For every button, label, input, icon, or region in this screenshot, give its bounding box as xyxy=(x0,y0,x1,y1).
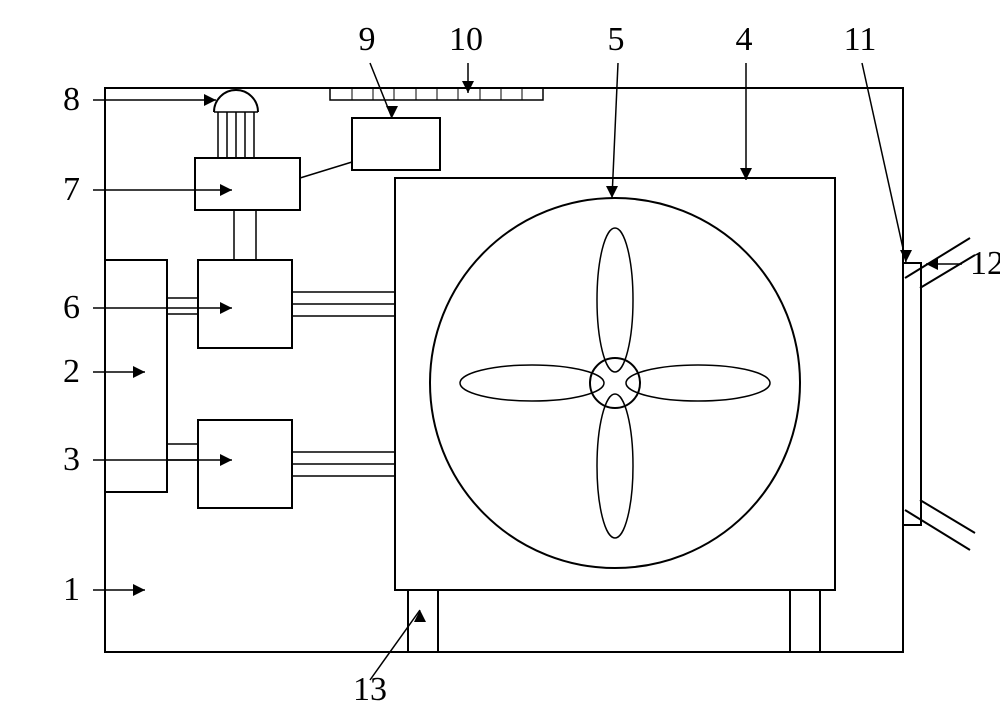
fan-blade-1 xyxy=(597,394,633,538)
label-5: 5 xyxy=(608,21,625,58)
label-4: 4 xyxy=(736,21,753,58)
arrow-head xyxy=(220,184,232,196)
block-lower xyxy=(198,420,292,508)
outlet-fin-lower-1 xyxy=(905,510,970,550)
fan-hub xyxy=(590,358,640,408)
outlet-fin-upper-2 xyxy=(920,255,975,288)
top-right-box xyxy=(352,118,440,170)
fan-blade-2 xyxy=(460,365,604,401)
inner-chamber xyxy=(395,178,835,590)
label-1: 1 xyxy=(63,571,80,608)
arrow-head xyxy=(606,186,618,198)
outlet-port xyxy=(903,263,921,525)
arrow-head xyxy=(386,106,398,118)
leader-line-10 xyxy=(862,63,906,262)
label-12: 12 xyxy=(970,245,1000,282)
arrow-head xyxy=(133,584,145,596)
label-10: 10 xyxy=(449,21,483,58)
arrow-head xyxy=(133,366,145,378)
leader-line-12 xyxy=(370,610,420,680)
block-upper xyxy=(198,260,292,348)
label-3: 3 xyxy=(63,441,80,478)
dome xyxy=(214,90,258,112)
top-small-block xyxy=(195,158,300,210)
arrow-head xyxy=(220,302,232,314)
outer-housing xyxy=(105,88,903,652)
label-9: 9 xyxy=(359,21,376,58)
fan-circle xyxy=(430,198,800,568)
label-8: 8 xyxy=(63,81,80,118)
arrow-head xyxy=(926,258,938,270)
outlet-fin-upper-1 xyxy=(905,238,970,278)
label-7: 7 xyxy=(63,171,80,208)
arrow-head xyxy=(204,94,216,106)
arrow-head xyxy=(900,250,912,262)
top-right-link xyxy=(300,162,352,178)
label-11: 11 xyxy=(844,21,877,58)
inner-support-right xyxy=(790,590,820,652)
fan-blade-3 xyxy=(626,365,770,401)
label-6: 6 xyxy=(63,289,80,326)
label-2: 2 xyxy=(63,353,80,390)
fan-blade-0 xyxy=(597,228,633,372)
outlet-fin-lower-2 xyxy=(920,500,975,533)
label-13: 13 xyxy=(353,671,387,708)
arrow-head xyxy=(220,454,232,466)
